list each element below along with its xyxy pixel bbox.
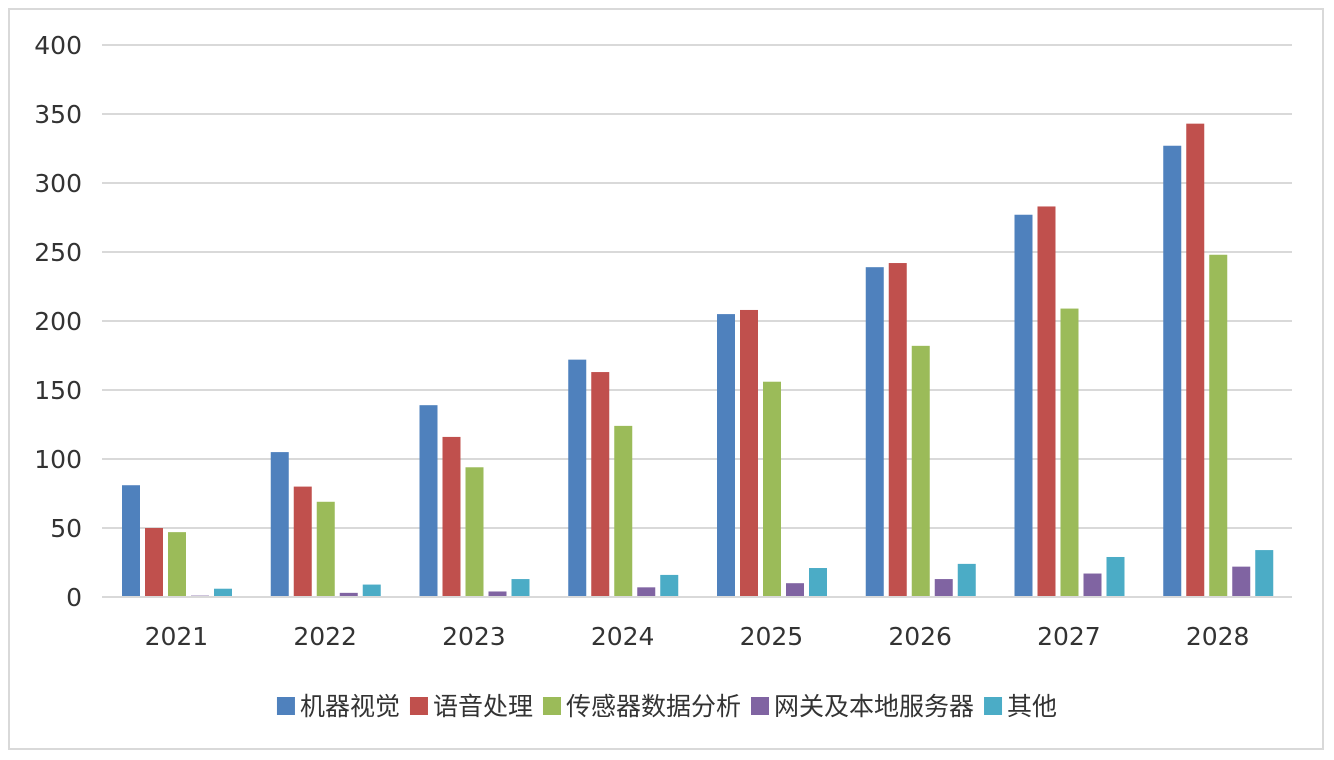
legend-label: 机器视觉: [300, 692, 400, 721]
legend-item: 网关及本地服务器: [751, 692, 974, 721]
bar: [1209, 254, 1228, 597]
bar: [934, 579, 953, 597]
x-tick-label: 2023: [442, 622, 506, 651]
bar: [1037, 206, 1056, 597]
legend-label: 传感器数据分析: [566, 692, 741, 721]
legend-label: 网关及本地服务器: [774, 692, 974, 721]
bar: [911, 345, 930, 597]
bar: [637, 587, 656, 597]
bar: [740, 309, 758, 597]
bar: [168, 532, 186, 597]
legend-label: 其他: [1007, 692, 1057, 721]
bar: [1186, 123, 1205, 597]
bar: [442, 436, 461, 597]
legend-item: 传感器数据分析: [542, 692, 741, 721]
legend-swatch: [276, 697, 295, 715]
bar: [1083, 573, 1102, 597]
bar: [1163, 145, 1182, 598]
x-axis-ticks: 2021 2022 2023 2024 2025 2026 2027 2028: [145, 622, 1250, 651]
y-tick-label: 350: [34, 100, 82, 129]
legend-item: 语音处理: [409, 692, 533, 721]
x-tick-label: 2024: [591, 622, 655, 651]
bar: [465, 467, 484, 597]
bar: [660, 574, 679, 597]
x-tick-label: 2026: [888, 622, 952, 651]
bar: [339, 592, 358, 597]
bar: [362, 584, 381, 597]
y-tick-label: 150: [34, 376, 82, 405]
y-tick-label: 400: [34, 31, 82, 60]
x-tick-label: 2021: [145, 622, 209, 651]
bar: [1232, 566, 1251, 597]
bar: [957, 563, 976, 597]
y-tick-label: 200: [34, 307, 82, 336]
bar: [1106, 556, 1125, 597]
y-tick-label: 50: [50, 514, 82, 543]
chart-frame: [8, 8, 1324, 750]
bar: [865, 267, 884, 597]
y-tick-label: 250: [34, 238, 82, 267]
x-tick-label: 2027: [1037, 622, 1101, 651]
legend: 机器视觉 语音处理 传感器数据分析 网关及本地服务器 其他: [276, 692, 1057, 721]
bar: [214, 588, 232, 597]
bar: [614, 425, 633, 597]
bar: [511, 579, 530, 597]
legend-swatch: [409, 697, 428, 715]
legend-item: 机器视觉: [276, 692, 400, 721]
bars: [122, 123, 1274, 598]
legend-item: 其他: [984, 692, 1057, 721]
y-tick-label: 0: [66, 583, 82, 612]
x-tick-label: 2025: [740, 622, 804, 651]
bar: [809, 568, 827, 597]
bar: [763, 381, 781, 597]
bar: [419, 405, 438, 597]
bar: [888, 263, 907, 597]
bar: [717, 314, 735, 597]
legend-swatch: [542, 697, 561, 715]
bar: [145, 528, 163, 597]
legend-label: 语音处理: [433, 692, 533, 721]
bar: [568, 359, 587, 597]
bar: [786, 583, 804, 597]
x-tick-label: 2022: [293, 622, 357, 651]
bar: [293, 486, 312, 597]
x-tick-label: 2028: [1186, 622, 1250, 651]
bar: [1060, 308, 1079, 597]
bar: [122, 485, 140, 597]
legend-swatch: [984, 697, 1003, 715]
bar: [591, 372, 610, 597]
bar: [316, 501, 335, 597]
bar: [488, 591, 507, 597]
y-axis-ticks: 0 50 100 150 200 250 300 350 400: [34, 31, 82, 612]
legend-swatch: [751, 697, 770, 715]
bar: [1014, 214, 1033, 598]
bar: [1255, 550, 1274, 597]
y-tick-label: 100: [34, 445, 82, 474]
y-tick-label: 300: [34, 169, 82, 198]
bar: [270, 452, 289, 597]
